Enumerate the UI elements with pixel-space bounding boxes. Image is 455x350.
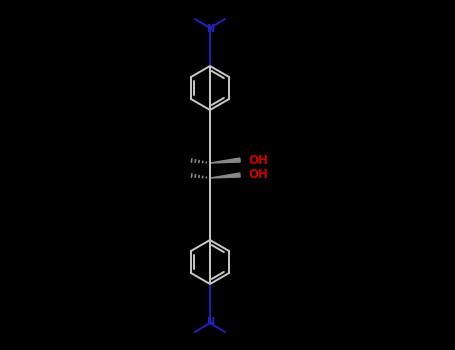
Polygon shape xyxy=(210,158,240,163)
Text: N: N xyxy=(206,317,214,327)
Text: OH: OH xyxy=(248,154,268,167)
Text: OH: OH xyxy=(248,168,268,182)
Polygon shape xyxy=(210,173,240,178)
Text: N: N xyxy=(206,24,214,34)
